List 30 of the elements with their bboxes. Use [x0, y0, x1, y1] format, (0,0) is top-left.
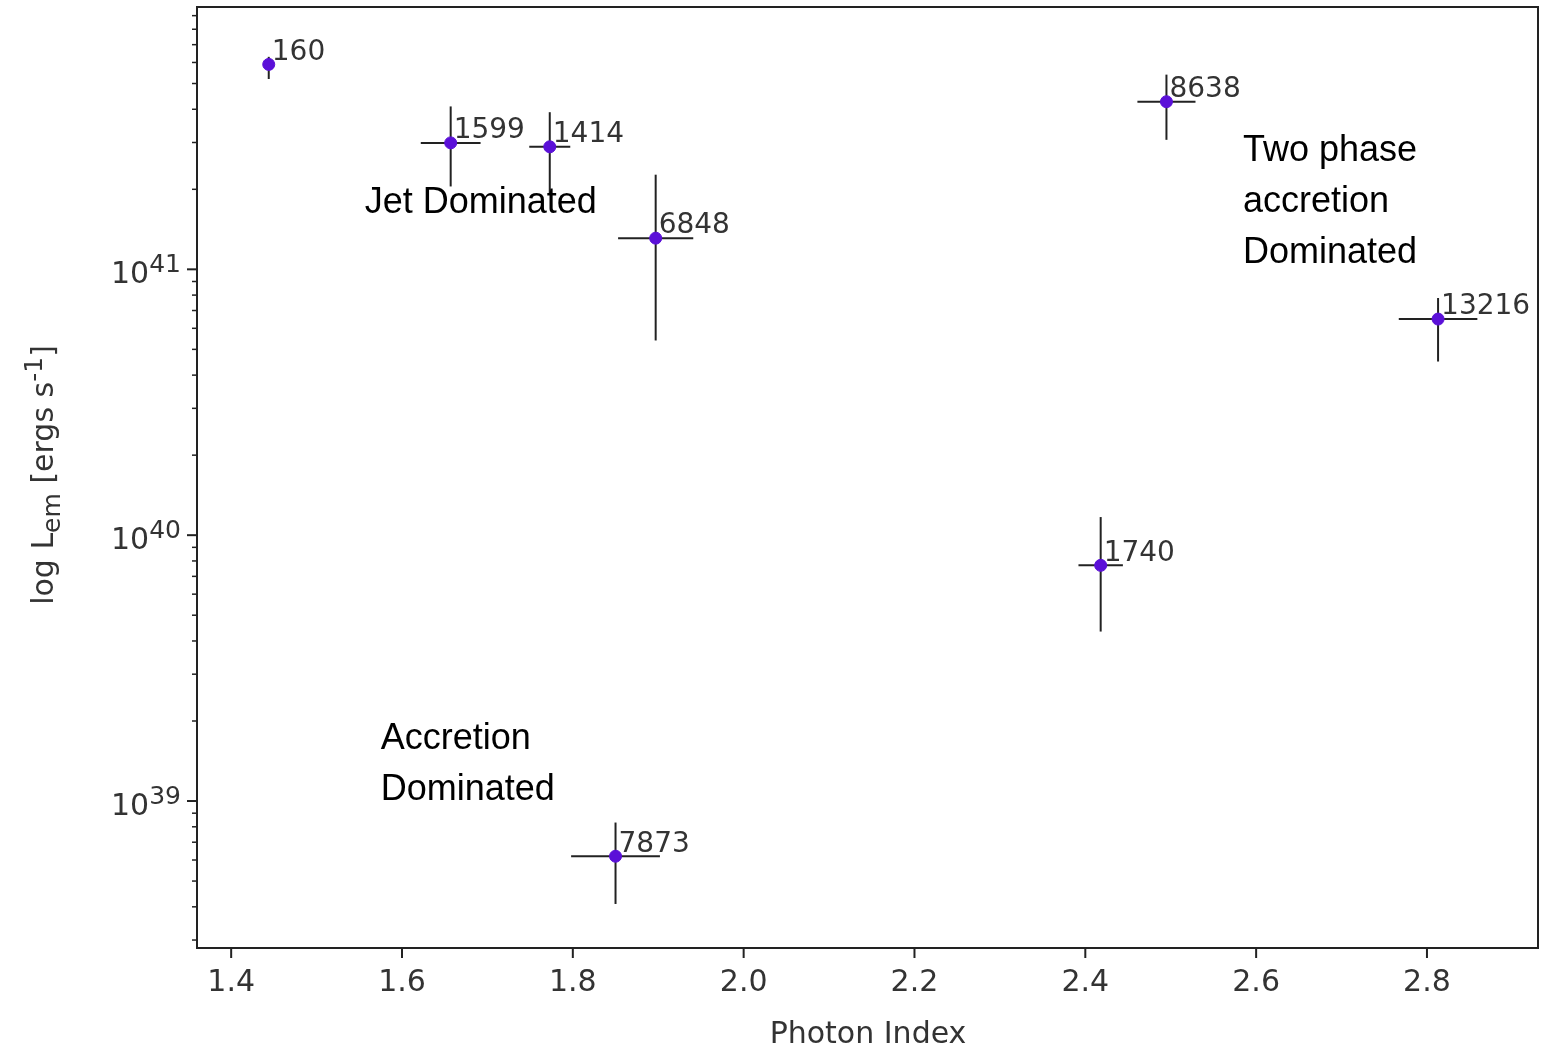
point: [1431, 312, 1445, 326]
y-tick-label: 10$^{39}$: [111, 780, 181, 822]
y-tick-label: 10$^{40}$: [111, 514, 181, 556]
point: [649, 231, 663, 245]
annotation: 8638: [1169, 71, 1241, 105]
x-tick-label: 2.2: [890, 962, 939, 998]
point: [444, 136, 458, 150]
y-tick-label: 10$^{41}$: [111, 248, 181, 290]
annotation: 1740: [1103, 534, 1175, 568]
annotation: 1599: [453, 112, 525, 146]
x-tick-label: 2.0: [719, 962, 768, 998]
point: [1159, 95, 1173, 109]
x-tick-label: 2.8: [1403, 962, 1451, 998]
annotation: 7873: [618, 825, 690, 859]
point: [1094, 558, 1108, 572]
point: [262, 57, 276, 71]
x-tick-label: 1.4: [207, 962, 256, 998]
x-tick-label: 2.4: [1061, 962, 1110, 998]
x-axis-title: Photon Index: [769, 1014, 967, 1050]
annotation: Two phase accretion Dominated: [1242, 127, 1418, 274]
x-tick-label: 2.6: [1232, 962, 1280, 998]
annotation: 1414: [552, 116, 625, 150]
annotation: 160: [271, 33, 326, 67]
x-tick-label: 1.8: [548, 962, 597, 998]
annotation: Accretion Dominated: [380, 715, 555, 811]
annotation: Jet Dominated: [364, 178, 597, 223]
x-tick-label: 1.6: [378, 962, 426, 998]
annotation: 13216: [1441, 288, 1531, 322]
annotation: 6848: [658, 207, 730, 241]
point: [543, 140, 557, 154]
